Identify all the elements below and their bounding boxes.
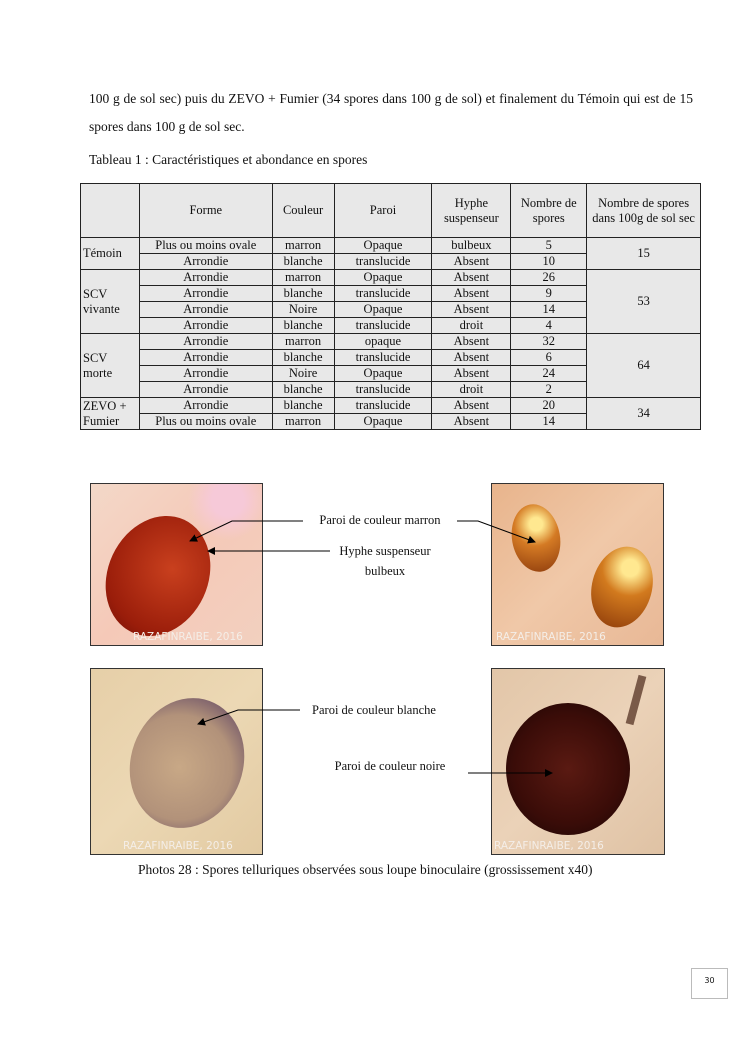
header-cell xyxy=(80,183,140,238)
table-cell: Opaque xyxy=(333,237,433,254)
header-cell: Forme xyxy=(138,183,273,238)
table-row: Plus ou moins ovale marron Opaque Absent 14 xyxy=(81,413,701,430)
group-name: SCV morte xyxy=(80,333,140,398)
table-cell: Arrondie xyxy=(138,317,273,334)
label-hyphe-1: Hyphe suspenseur xyxy=(339,544,431,558)
table-row: ZEVO + Fumier Arrondie blanche translucide A… xyxy=(80,397,701,430)
table-caption: Tableau 1 : Caractéristiques et abondanc… xyxy=(89,152,368,167)
group-name: SCV vivante xyxy=(80,269,140,334)
table-cell: Opaque xyxy=(333,413,433,430)
table-row: Arrondie Noire Opaque Absent 14 xyxy=(81,301,701,318)
body-paragraph: 100 g de sol sec) puis du ZEVO + Fumier … xyxy=(89,91,693,134)
table-cell: marron xyxy=(271,269,335,286)
table-cell: translucide xyxy=(333,285,433,302)
photo-caption: Photos 28 : Spores telluriques observées… xyxy=(138,862,593,877)
table-cell: Absent xyxy=(431,349,512,366)
table-cell: Absent xyxy=(431,413,512,430)
label-paroi-noire: Paroi de couleur noire xyxy=(334,759,446,773)
group-name: ZEVO + Fumier xyxy=(80,397,140,430)
watermark: RAZAFINRAIBE, 2016 xyxy=(133,631,243,643)
watermark: RAZAFINRAIBE, 2016 xyxy=(494,840,604,852)
photo-spore-marron-bulbeux: RAZAFINRAIBE, 2016 xyxy=(90,483,263,646)
table-cell: 14 xyxy=(510,413,588,430)
watermark: RAZAFINRAIBE, 2016 xyxy=(496,631,606,643)
label-paroi-marron: Paroi de couleur marron xyxy=(319,513,441,527)
group-name: Témoin xyxy=(80,237,140,270)
table-cell: Arrondie xyxy=(138,349,273,366)
table-header-row: Forme Couleur Paroi Hyphe suspenseur Nombre … xyxy=(80,183,701,238)
label-paroi-blanche: Paroi de couleur blanche xyxy=(312,703,436,717)
table-row: Arrondie blanche translucide Absent 6 xyxy=(81,349,701,366)
table-cell: blanche xyxy=(271,349,335,366)
header-cell: Couleur xyxy=(271,183,335,238)
table-cell: Noire xyxy=(271,365,335,382)
group-total: 34 xyxy=(586,397,701,430)
table-cell: bulbeux xyxy=(431,237,512,254)
table-cell: Plus ou moins ovale xyxy=(138,413,273,430)
table-cell: blanche xyxy=(271,381,335,398)
arrow-marron-right xyxy=(457,520,536,544)
arrow-marron-left xyxy=(189,520,303,542)
watermark: RAZAFINRAIBE, 2016 xyxy=(123,840,233,852)
header-cell: Nombre de spores dans 100g de sol sec xyxy=(586,183,701,238)
table-cell: marron xyxy=(271,413,335,430)
table-cell: translucide xyxy=(333,317,433,334)
photo-spores-marron: RAZAFINRAIBE, 2016 xyxy=(491,483,664,646)
photo-spore-blanche: RAZAFINRAIBE, 2016 xyxy=(90,668,263,855)
table-cell: Arrondie xyxy=(138,381,273,398)
table-row: Arrondie blanche translucide droit 2 xyxy=(81,381,701,398)
table-cell: 24 xyxy=(510,365,588,382)
table-row: Arrondie blanche translucide Absent 10 xyxy=(81,253,701,270)
table-row: Arrondie blanche translucide droit 4 xyxy=(81,317,701,334)
table-cell: Arrondie xyxy=(138,397,273,414)
page-number: 30 xyxy=(691,968,728,999)
photo-spore-noire: RAZAFINRAIBE, 2016 xyxy=(491,668,665,855)
group-total: 15 xyxy=(586,237,701,270)
arrow-blanche xyxy=(197,709,300,726)
table-cell: Arrondie xyxy=(138,365,273,382)
label-hyphe-2: bulbeux xyxy=(364,564,406,578)
spores-table: Forme Couleur Paroi Hyphe suspenseur Nombre … xyxy=(80,183,701,430)
header-cell: Hyphe suspenseur xyxy=(431,183,512,238)
header-cell: Paroi xyxy=(333,183,433,238)
